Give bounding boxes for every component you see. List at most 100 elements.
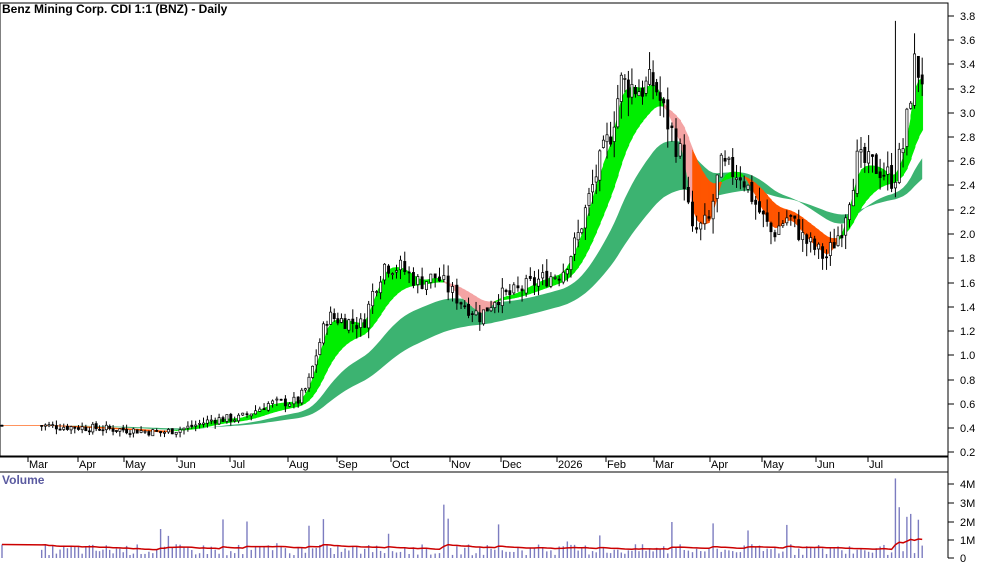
short-ma-segment xyxy=(326,322,332,372)
candle-body xyxy=(429,273,433,283)
x-tick-label: Nov xyxy=(451,459,471,471)
candle-body xyxy=(630,84,634,98)
candle-body xyxy=(303,388,307,391)
candle-body xyxy=(699,222,703,230)
x-tick-label: Dec xyxy=(502,459,522,471)
x-tick-label: Jun xyxy=(817,459,835,471)
candle-body xyxy=(557,278,561,281)
candle-body xyxy=(616,98,620,128)
candle-body xyxy=(62,426,66,430)
x-tick-label: Mar xyxy=(655,459,674,471)
candle-body xyxy=(832,242,836,249)
candle-body xyxy=(859,149,863,153)
candle-body xyxy=(707,216,711,219)
volume-tick-label: 0 xyxy=(960,553,966,562)
candle-body xyxy=(809,237,813,243)
candle-body xyxy=(332,313,336,319)
candle-body xyxy=(104,424,108,431)
candle-body xyxy=(355,325,359,329)
candle-body xyxy=(266,403,270,411)
candle-body xyxy=(311,365,315,378)
short-ma-segment xyxy=(308,377,314,401)
price-tick-label: 0.8 xyxy=(960,375,975,387)
candle-body xyxy=(221,417,225,422)
candle-body xyxy=(785,217,789,224)
candle-body xyxy=(723,157,727,162)
price-tick-label: 0.6 xyxy=(960,399,975,411)
candle-body xyxy=(773,232,777,238)
candle-body xyxy=(867,151,871,164)
candle-body xyxy=(425,281,428,290)
candle-body xyxy=(609,136,613,145)
candle-body xyxy=(131,428,135,434)
candle-body xyxy=(363,319,367,328)
candle-body xyxy=(777,225,781,235)
candle-body xyxy=(848,204,851,220)
candle-body xyxy=(139,430,143,433)
candle-body xyxy=(151,429,155,437)
price-tick-label: 3.0 xyxy=(960,108,975,120)
candle-body xyxy=(229,413,233,422)
candle-body xyxy=(198,423,202,425)
candle-body xyxy=(455,284,459,304)
candle-body xyxy=(411,272,415,286)
candle-body xyxy=(190,424,194,427)
candle-body xyxy=(583,207,587,229)
candle-body xyxy=(641,87,644,97)
candle-body xyxy=(703,214,707,225)
candle-body xyxy=(80,426,84,431)
candle-body xyxy=(666,99,670,130)
candle-body xyxy=(805,234,809,244)
candle-body xyxy=(738,177,742,181)
candle-body xyxy=(580,228,584,234)
candle-body xyxy=(275,398,279,401)
price-tick-label: 3.2 xyxy=(960,84,975,96)
candle-body xyxy=(658,92,662,101)
candle-body xyxy=(387,265,390,274)
price-tick-label: 0.2 xyxy=(960,447,975,459)
candle-body xyxy=(118,428,122,432)
candle-body xyxy=(325,324,329,326)
price-tick-label: 3.8 xyxy=(960,11,975,23)
candle-body xyxy=(489,307,493,312)
candle-body xyxy=(686,186,690,203)
candle-body xyxy=(170,428,174,435)
candle-body xyxy=(478,312,482,323)
x-tick-label: Apr xyxy=(711,459,728,471)
candle-body xyxy=(451,286,454,293)
candle-body xyxy=(383,263,387,281)
candle-body xyxy=(202,422,205,425)
candle-body xyxy=(262,408,266,411)
candle-body xyxy=(801,232,805,240)
candle-body xyxy=(874,154,878,174)
candle-body xyxy=(916,55,920,78)
candle-body xyxy=(143,430,147,433)
candle-body xyxy=(587,193,591,206)
candle-body xyxy=(886,166,890,175)
candle-body xyxy=(727,157,731,160)
candle-body xyxy=(279,398,283,401)
candle-body xyxy=(174,431,178,435)
candle-body xyxy=(467,303,470,316)
candle-body xyxy=(336,318,340,324)
candle-body xyxy=(890,165,894,189)
candle-body xyxy=(186,425,190,429)
x-tick-label: Sep xyxy=(338,459,358,471)
candle-body xyxy=(605,134,609,143)
candle-body xyxy=(565,269,569,275)
candle-body xyxy=(651,72,655,87)
short-ma-segment xyxy=(860,166,866,209)
price-tick-label: 2.6 xyxy=(960,156,975,168)
candle-body xyxy=(828,242,832,256)
candle-body xyxy=(65,425,69,430)
candle-body xyxy=(73,426,77,429)
candle-body xyxy=(321,323,325,344)
candle-body xyxy=(395,270,398,273)
candle-body xyxy=(905,108,909,147)
candle-body xyxy=(225,414,229,422)
candle-body xyxy=(485,307,489,312)
price-tick-label: 1.0 xyxy=(960,350,975,362)
candle-body xyxy=(882,174,886,177)
candle-body xyxy=(750,182,754,202)
